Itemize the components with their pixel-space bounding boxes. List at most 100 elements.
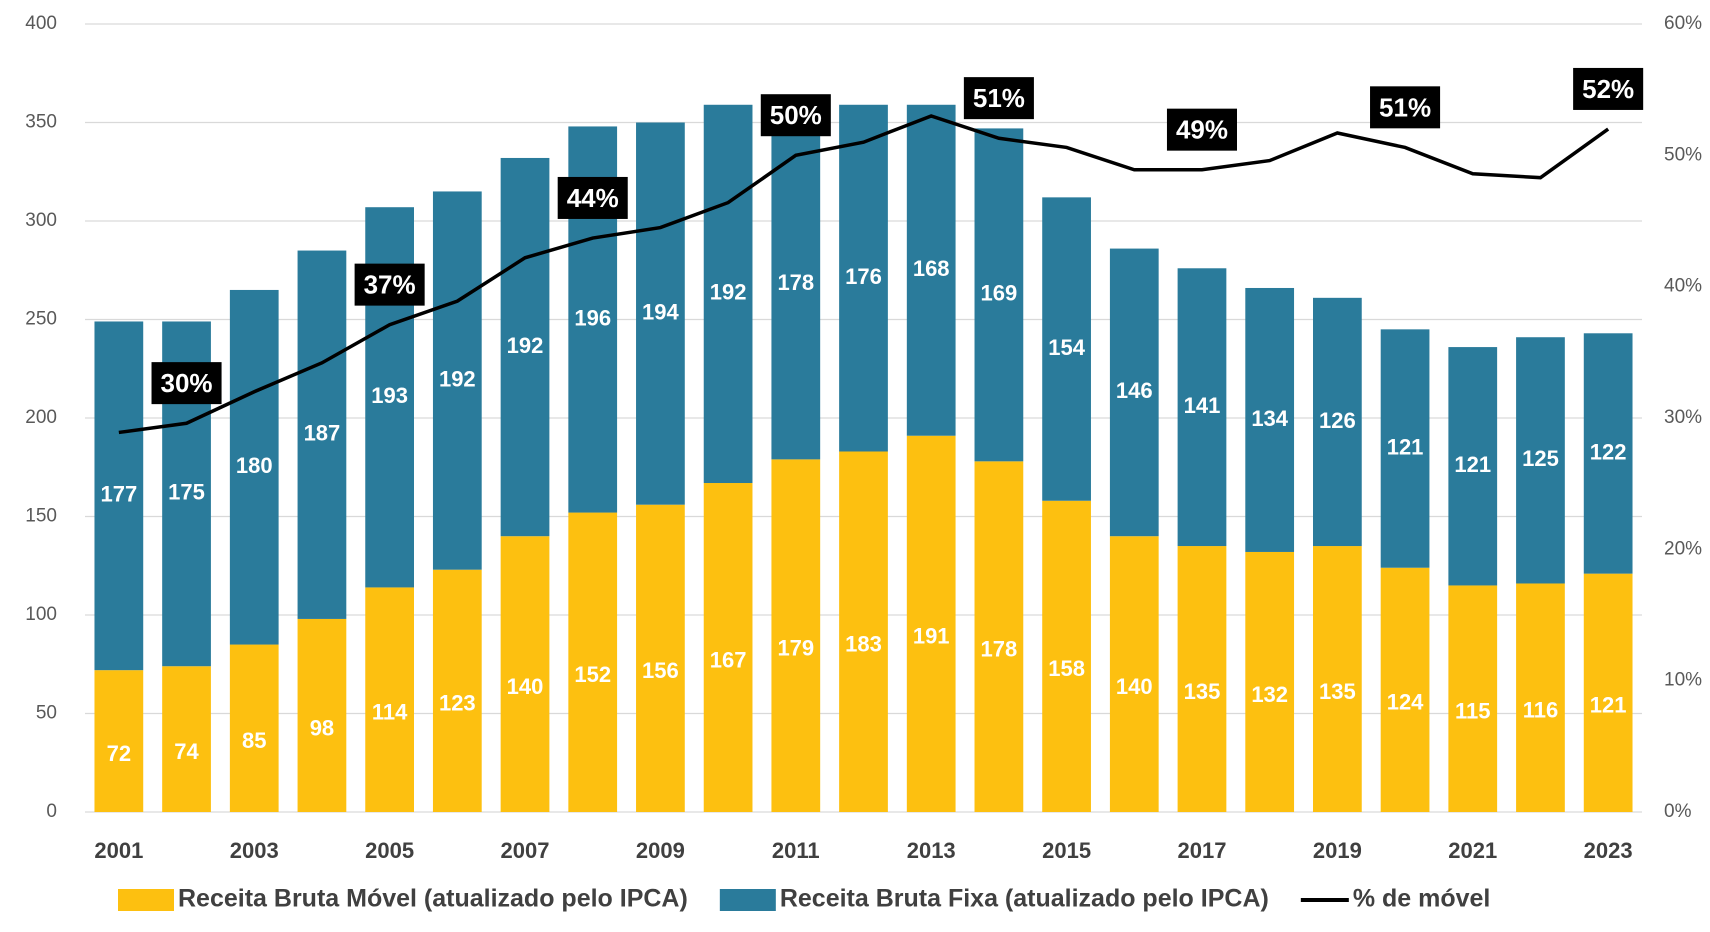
bar-value-label: 180 xyxy=(236,453,273,478)
bar-value-label: 121 xyxy=(1590,693,1627,718)
y-tick-label: 350 xyxy=(25,112,57,133)
x-tick-label: 2001 xyxy=(94,838,143,863)
y-tick-label: 150 xyxy=(25,506,57,527)
bar-value-label: 158 xyxy=(1048,656,1085,681)
line-value-label: 44% xyxy=(557,176,628,219)
bar-value-label: 193 xyxy=(371,383,408,408)
x-tick-label: 2021 xyxy=(1448,838,1497,863)
bar-segment xyxy=(229,289,279,645)
bar-segment xyxy=(771,459,821,812)
bar-segment xyxy=(1245,551,1295,812)
bar-value-label: 194 xyxy=(642,299,679,324)
bar-segment xyxy=(1516,337,1565,584)
bar-value-label: 125 xyxy=(1522,446,1559,471)
line-value-text: 50% xyxy=(770,100,822,130)
bar-segment xyxy=(906,104,956,436)
bar-segment xyxy=(500,157,550,537)
bar-value-label: 191 xyxy=(913,624,950,649)
bar-value-label: 123 xyxy=(439,691,476,716)
line-value-label: 37% xyxy=(354,263,425,306)
bar-segment xyxy=(636,504,685,812)
y2-tick-label: 10% xyxy=(1664,670,1702,691)
y-tick-label: 400 xyxy=(25,13,57,34)
bar-segment xyxy=(703,104,753,484)
bar-segment xyxy=(1177,268,1227,547)
bar-value-label: 140 xyxy=(507,674,544,699)
label-box xyxy=(1166,108,1238,151)
legend-swatch xyxy=(719,889,776,911)
bar-segment xyxy=(839,104,888,452)
bar-segment xyxy=(94,321,144,671)
bar-value-label: 178 xyxy=(981,636,1018,661)
line-value-label: 51% xyxy=(1370,86,1441,129)
bar-value-label: 196 xyxy=(574,305,611,330)
y2-tick-label: 40% xyxy=(1664,276,1702,297)
bar-value-label: 126 xyxy=(1319,408,1356,433)
bar-value-label: 178 xyxy=(777,270,814,295)
bar-value-label: 146 xyxy=(1116,378,1153,403)
x-tick-label: 2017 xyxy=(1178,838,1227,863)
bar-segment xyxy=(500,536,550,812)
y2-tick-label: 0% xyxy=(1664,801,1692,822)
bar-value-label: 177 xyxy=(100,482,137,507)
bar-value-label: 121 xyxy=(1454,452,1491,477)
bar-value-label: 124 xyxy=(1387,690,1424,715)
bar-segment xyxy=(365,587,415,812)
y-tick-label: 100 xyxy=(25,604,57,625)
bar-segment xyxy=(432,569,482,812)
bar-segment xyxy=(1380,329,1430,568)
x-tick-label: 2013 xyxy=(907,838,956,863)
bar-value-label: 122 xyxy=(1590,439,1627,464)
line-value-label: 30% xyxy=(151,362,222,405)
line-value-text: 52% xyxy=(1582,74,1634,104)
x-tick-label: 2019 xyxy=(1313,838,1362,863)
y2-tick-label: 20% xyxy=(1664,538,1702,559)
bar-value-label: 156 xyxy=(642,658,679,683)
label-box xyxy=(1573,67,1644,110)
bar-segment xyxy=(1448,585,1498,812)
x-tick-label: 2003 xyxy=(230,838,279,863)
bar-segment xyxy=(1583,573,1633,812)
y-tick-label: 250 xyxy=(25,309,57,330)
bar-segment xyxy=(1448,347,1498,586)
y2-tick-label: 30% xyxy=(1664,407,1702,428)
bar-value-label: 135 xyxy=(1184,679,1221,704)
bar-value-label: 132 xyxy=(1251,682,1288,707)
legend-swatch xyxy=(118,889,174,911)
bar-segment xyxy=(1245,287,1295,552)
bar-value-label: 74 xyxy=(174,739,199,764)
line-value-label: 49% xyxy=(1166,108,1238,151)
line xyxy=(118,114,1610,435)
bar-segment xyxy=(94,670,144,812)
bar-segment xyxy=(906,435,956,812)
bar-value-label: 179 xyxy=(777,635,814,660)
label-box xyxy=(354,263,425,306)
y-tick-label: 300 xyxy=(25,210,57,231)
bar-value-label: 168 xyxy=(913,256,950,281)
y2-tick-label: 60% xyxy=(1664,13,1702,34)
bar-value-label: 114 xyxy=(372,700,408,725)
bar-segment xyxy=(974,461,1024,812)
y2-tick-label: 50% xyxy=(1664,144,1702,165)
bar-value-label: 175 xyxy=(168,480,205,505)
label-box xyxy=(557,176,628,219)
line-value-text: 37% xyxy=(364,270,416,300)
bar-segment xyxy=(1583,333,1633,574)
bar-value-label: 134 xyxy=(1251,406,1288,431)
bar-segment xyxy=(1109,248,1159,537)
bar-value-label: 98 xyxy=(310,715,334,740)
legend-label: % de móvel xyxy=(1353,885,1491,913)
bar-value-label: 135 xyxy=(1319,679,1356,704)
y-tick-label: 0 xyxy=(46,801,57,822)
bar-segment xyxy=(636,122,685,505)
bar-value-label: 176 xyxy=(845,264,882,289)
y-tick-label: 200 xyxy=(25,407,57,428)
bar-segment xyxy=(297,618,347,812)
bar-segment xyxy=(839,451,888,812)
bar-segment xyxy=(1380,567,1430,812)
bar-segment xyxy=(432,191,482,570)
line-value-text: 51% xyxy=(1379,92,1431,122)
bar-value-label: 116 xyxy=(1523,698,1559,723)
legend-label: Receita Bruta Móvel (atualizado pelo IPC… xyxy=(178,885,688,913)
